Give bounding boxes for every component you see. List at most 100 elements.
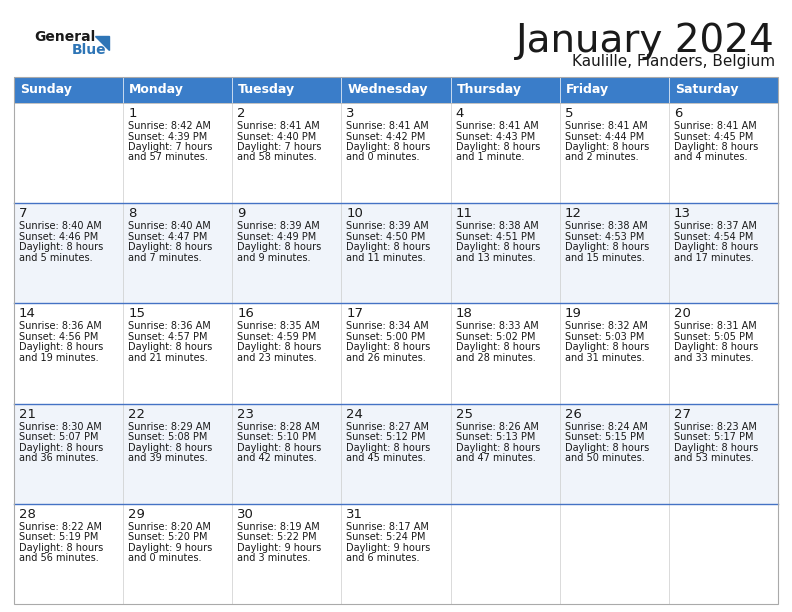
Text: 31: 31 — [346, 508, 364, 521]
Text: and 28 minutes.: and 28 minutes. — [455, 353, 535, 363]
Text: Sunset: 4:54 PM: Sunset: 4:54 PM — [674, 232, 753, 242]
Text: Daylight: 8 hours: Daylight: 8 hours — [19, 442, 103, 453]
Text: 1: 1 — [128, 107, 137, 120]
Text: and 21 minutes.: and 21 minutes. — [128, 353, 208, 363]
Polygon shape — [95, 36, 109, 50]
Text: Daylight: 9 hours: Daylight: 9 hours — [238, 543, 322, 553]
Text: and 39 minutes.: and 39 minutes. — [128, 453, 208, 463]
Text: Sunset: 4:56 PM: Sunset: 4:56 PM — [19, 332, 98, 342]
Text: Daylight: 8 hours: Daylight: 8 hours — [128, 342, 212, 353]
Text: Saturday: Saturday — [675, 83, 738, 97]
Text: 23: 23 — [238, 408, 254, 420]
Text: and 58 minutes.: and 58 minutes. — [238, 152, 317, 163]
Text: Sunset: 5:22 PM: Sunset: 5:22 PM — [238, 532, 317, 542]
Text: 9: 9 — [238, 207, 246, 220]
Text: Sunday: Sunday — [20, 83, 72, 97]
Text: and 3 minutes.: and 3 minutes. — [238, 553, 310, 563]
Text: Daylight: 8 hours: Daylight: 8 hours — [674, 342, 758, 353]
Bar — [123, 77, 232, 103]
Text: Daylight: 8 hours: Daylight: 8 hours — [455, 242, 540, 252]
Text: Sunset: 4:42 PM: Sunset: 4:42 PM — [346, 132, 426, 141]
Text: and 42 minutes.: and 42 minutes. — [238, 453, 317, 463]
Text: Sunset: 4:53 PM: Sunset: 4:53 PM — [565, 232, 644, 242]
Bar — [232, 77, 341, 103]
Text: 7: 7 — [19, 207, 28, 220]
Text: Daylight: 8 hours: Daylight: 8 hours — [346, 442, 431, 453]
Text: and 50 minutes.: and 50 minutes. — [565, 453, 645, 463]
Text: 11: 11 — [455, 207, 473, 220]
Text: Sunset: 5:10 PM: Sunset: 5:10 PM — [238, 432, 317, 442]
Text: Sunrise: 8:41 AM: Sunrise: 8:41 AM — [238, 121, 320, 131]
Text: and 19 minutes.: and 19 minutes. — [19, 353, 99, 363]
Bar — [14, 203, 778, 304]
Text: and 0 minutes.: and 0 minutes. — [128, 553, 202, 563]
Text: and 53 minutes.: and 53 minutes. — [674, 453, 754, 463]
Bar — [341, 77, 451, 103]
Bar — [669, 77, 778, 103]
Text: Sunset: 4:39 PM: Sunset: 4:39 PM — [128, 132, 208, 141]
Text: 26: 26 — [565, 408, 581, 420]
Text: and 11 minutes.: and 11 minutes. — [346, 253, 426, 263]
Text: Sunrise: 8:41 AM: Sunrise: 8:41 AM — [565, 121, 648, 131]
Text: Thursday: Thursday — [456, 83, 522, 97]
Text: Sunrise: 8:34 AM: Sunrise: 8:34 AM — [346, 321, 429, 332]
Text: and 57 minutes.: and 57 minutes. — [128, 152, 208, 163]
Text: Sunset: 5:17 PM: Sunset: 5:17 PM — [674, 432, 753, 442]
Text: Blue: Blue — [72, 43, 107, 57]
Text: 3: 3 — [346, 107, 355, 120]
Text: Sunrise: 8:40 AM: Sunrise: 8:40 AM — [19, 221, 101, 231]
Text: 10: 10 — [346, 207, 364, 220]
Text: and 9 minutes.: and 9 minutes. — [238, 253, 310, 263]
Text: 18: 18 — [455, 307, 473, 321]
Text: January 2024: January 2024 — [516, 22, 775, 60]
Text: Sunrise: 8:20 AM: Sunrise: 8:20 AM — [128, 522, 211, 532]
Text: Daylight: 8 hours: Daylight: 8 hours — [674, 242, 758, 252]
Bar — [14, 504, 778, 604]
Text: and 4 minutes.: and 4 minutes. — [674, 152, 748, 163]
Text: Friday: Friday — [565, 83, 609, 97]
Text: 28: 28 — [19, 508, 36, 521]
Text: Daylight: 8 hours: Daylight: 8 hours — [128, 242, 212, 252]
Text: Daylight: 9 hours: Daylight: 9 hours — [346, 543, 431, 553]
Bar — [14, 304, 778, 403]
Text: Kaulille, Flanders, Belgium: Kaulille, Flanders, Belgium — [572, 54, 775, 69]
Text: and 45 minutes.: and 45 minutes. — [346, 453, 426, 463]
Text: Sunrise: 8:36 AM: Sunrise: 8:36 AM — [19, 321, 101, 332]
Text: Daylight: 8 hours: Daylight: 8 hours — [128, 442, 212, 453]
Text: 24: 24 — [346, 408, 364, 420]
Text: and 26 minutes.: and 26 minutes. — [346, 353, 426, 363]
Text: Sunset: 5:02 PM: Sunset: 5:02 PM — [455, 332, 535, 342]
Text: and 6 minutes.: and 6 minutes. — [346, 553, 420, 563]
Text: Sunset: 4:47 PM: Sunset: 4:47 PM — [128, 232, 208, 242]
Text: Sunset: 4:59 PM: Sunset: 4:59 PM — [238, 332, 317, 342]
Text: Sunset: 5:07 PM: Sunset: 5:07 PM — [19, 432, 98, 442]
Text: Sunset: 5:15 PM: Sunset: 5:15 PM — [565, 432, 644, 442]
Text: Sunrise: 8:29 AM: Sunrise: 8:29 AM — [128, 422, 211, 431]
Text: 4: 4 — [455, 107, 464, 120]
Text: Sunset: 5:12 PM: Sunset: 5:12 PM — [346, 432, 426, 442]
Text: Sunrise: 8:33 AM: Sunrise: 8:33 AM — [455, 321, 539, 332]
Text: Daylight: 8 hours: Daylight: 8 hours — [455, 342, 540, 353]
Text: 30: 30 — [238, 508, 254, 521]
Text: Sunrise: 8:39 AM: Sunrise: 8:39 AM — [238, 221, 320, 231]
Text: Daylight: 8 hours: Daylight: 8 hours — [19, 242, 103, 252]
Text: 29: 29 — [128, 508, 145, 521]
Text: Sunrise: 8:28 AM: Sunrise: 8:28 AM — [238, 422, 320, 431]
Bar — [14, 77, 778, 604]
Text: Sunrise: 8:24 AM: Sunrise: 8:24 AM — [565, 422, 648, 431]
Text: Sunset: 4:57 PM: Sunset: 4:57 PM — [128, 332, 208, 342]
Text: Sunrise: 8:32 AM: Sunrise: 8:32 AM — [565, 321, 648, 332]
Text: Sunset: 5:13 PM: Sunset: 5:13 PM — [455, 432, 535, 442]
Text: and 31 minutes.: and 31 minutes. — [565, 353, 645, 363]
Text: Sunset: 4:51 PM: Sunset: 4:51 PM — [455, 232, 535, 242]
Text: Daylight: 8 hours: Daylight: 8 hours — [346, 342, 431, 353]
Text: Sunrise: 8:41 AM: Sunrise: 8:41 AM — [455, 121, 539, 131]
Text: Wednesday: Wednesday — [348, 83, 428, 97]
Text: Daylight: 8 hours: Daylight: 8 hours — [455, 442, 540, 453]
Text: Tuesday: Tuesday — [238, 83, 295, 97]
Text: Sunset: 4:45 PM: Sunset: 4:45 PM — [674, 132, 753, 141]
Text: Sunrise: 8:26 AM: Sunrise: 8:26 AM — [455, 422, 539, 431]
Text: 8: 8 — [128, 207, 136, 220]
Text: Daylight: 8 hours: Daylight: 8 hours — [346, 242, 431, 252]
Text: and 47 minutes.: and 47 minutes. — [455, 453, 535, 463]
